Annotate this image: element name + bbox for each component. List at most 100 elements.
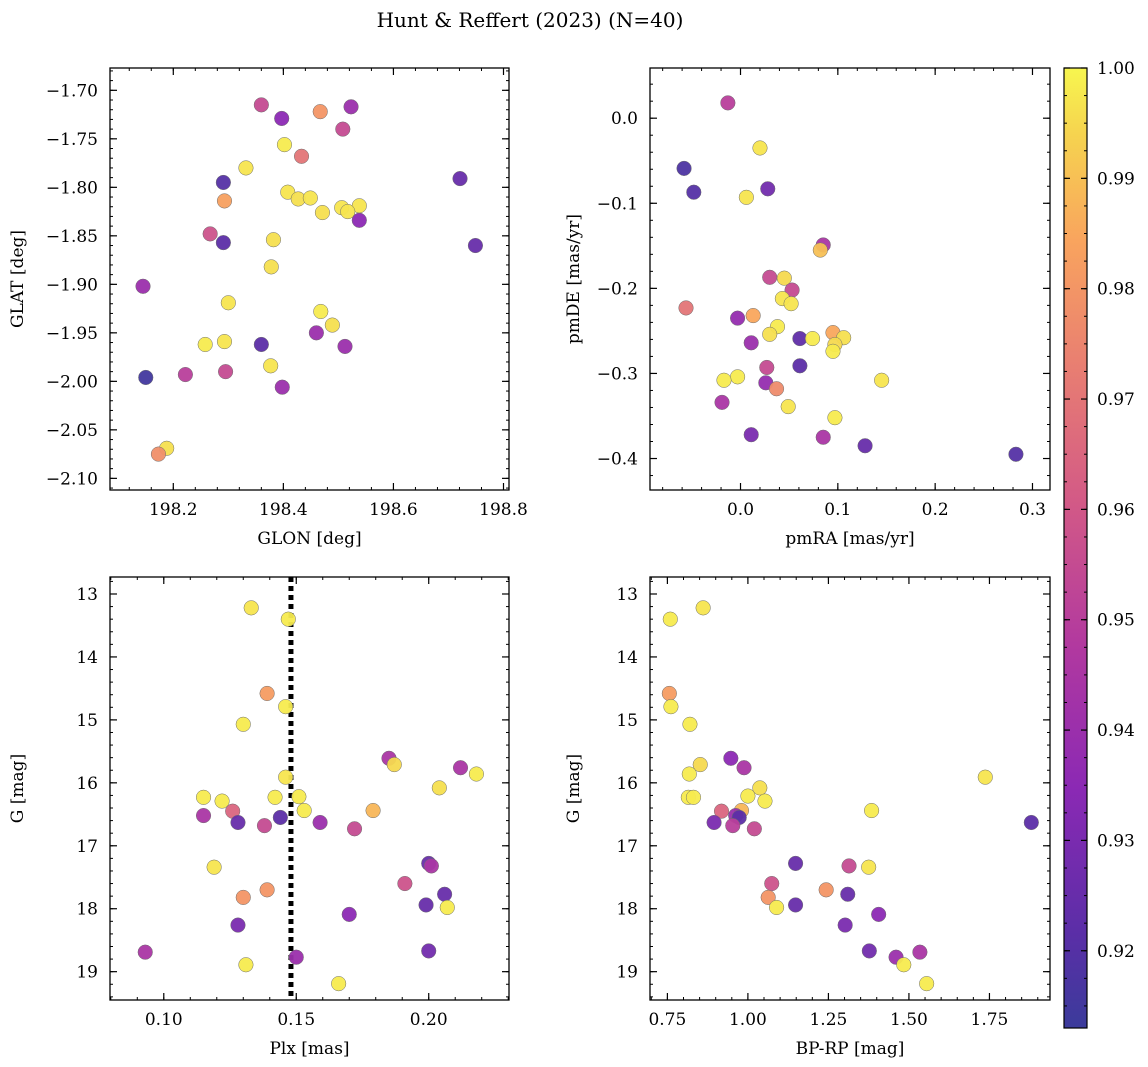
scatter-point	[214, 793, 230, 809]
scatter-point	[452, 171, 468, 187]
x-axis-label: pmRA [mas/yr]	[785, 529, 914, 549]
scatter-point	[235, 889, 251, 905]
y-tick-label: −0.4	[597, 450, 638, 470]
scatter-point	[256, 818, 273, 834]
scatter-point	[218, 364, 234, 380]
scatter-point	[840, 886, 856, 902]
colorbar-tick-label: 0.97	[1097, 390, 1135, 410]
scatter-point	[769, 899, 785, 916]
x-tick-label: 198.6	[369, 500, 418, 520]
scatter-point	[874, 372, 890, 388]
scatter-point	[312, 104, 328, 120]
scatter-point	[864, 802, 880, 819]
scatter-point	[331, 976, 347, 992]
scatter-point	[676, 160, 692, 176]
scatter-point	[267, 789, 283, 805]
scatter-point	[663, 699, 679, 715]
x-tick-label: 0.75	[648, 1010, 686, 1030]
scatter-point	[827, 410, 843, 426]
scatter-point	[759, 359, 775, 376]
x-axis-label: Plx [mas]	[269, 1039, 349, 1059]
scatter-point	[1008, 446, 1024, 462]
scatter-point	[837, 917, 853, 933]
y-tick-label: 18	[76, 900, 98, 920]
scatter-point	[919, 976, 935, 992]
scatter-point	[812, 242, 828, 258]
scatter-point	[804, 331, 821, 347]
scatter-point	[720, 95, 736, 111]
scatter-point	[841, 858, 857, 874]
colorbar-tick-label: 0.94	[1097, 721, 1135, 741]
y-axis-label: pmDE [mas/yr]	[564, 214, 584, 344]
x-tick-label: 0.15	[277, 1010, 315, 1030]
scatter-point	[276, 137, 293, 153]
y-tick-label: 17	[616, 837, 638, 857]
scatter-point	[745, 308, 761, 324]
scatter-point	[738, 189, 754, 205]
scatter-point	[312, 814, 328, 831]
scatter-panel-4: 0.75 1.00 1.25 1.50 1.75 13 14 15 16 17 18 19 BP-RP …	[564, 576, 1051, 1059]
scatter-point	[764, 875, 780, 892]
figure-title: Hunt & Reffert (2023) (N=40)	[377, 8, 684, 32]
scatter-point	[343, 99, 359, 115]
scatter-point	[788, 897, 804, 913]
scatter-point	[783, 296, 799, 312]
y-tick-label: −0.2	[597, 279, 638, 299]
scatter-point	[195, 808, 212, 824]
scatter-point	[437, 886, 453, 902]
scatter-point	[861, 859, 877, 875]
x-axis-label: BP-RP [mag]	[796, 1039, 905, 1059]
y-tick-label: 15	[616, 711, 638, 731]
x-tick-label: 1.00	[729, 1010, 767, 1030]
scatter-point	[662, 611, 678, 627]
scatter-point	[468, 766, 484, 782]
scatter-point	[135, 278, 151, 294]
x-tick-label: 1.25	[809, 1010, 847, 1030]
scatter-point	[341, 906, 357, 922]
scatter-point	[762, 326, 778, 342]
y-tick-label: −1.95	[46, 324, 98, 344]
scatter-point	[743, 335, 759, 351]
scatter-point	[815, 429, 831, 445]
y-tick-label: 19	[76, 963, 98, 983]
scatter-point	[274, 110, 290, 126]
scatter-panel-1: 198.2 198.4 198.6 198.8 −1.70 −1.75 −1.80 −1.85…	[8, 67, 528, 549]
scatter-point	[314, 204, 330, 221]
y-tick-label: 17	[76, 837, 98, 857]
colorbar-tick-label: 0.93	[1097, 831, 1135, 851]
scatter-point	[792, 358, 808, 374]
scatter-point	[776, 270, 792, 286]
scatter-point	[324, 317, 340, 333]
y-tick-label: 13	[76, 585, 98, 605]
scatter-point	[740, 788, 756, 804]
scatter-point	[752, 140, 768, 156]
y-tick-label: 0.0	[611, 109, 638, 129]
colorbar-tick-label: 0.92	[1097, 942, 1135, 962]
y-tick-label: 15	[76, 711, 98, 731]
scatter-point	[730, 310, 746, 326]
scatter-point	[253, 336, 269, 353]
x-tick-label: 0.20	[410, 1010, 448, 1030]
x-tick-label: 0.3	[1019, 500, 1046, 520]
colorbar-tick-label: 0.98	[1097, 280, 1135, 300]
scatter-point	[308, 325, 324, 341]
y-tick-label: 13	[616, 585, 638, 605]
scatter-point	[220, 295, 236, 311]
x-tick-label: 0.1	[824, 500, 851, 520]
x-tick-label: 198.8	[479, 500, 528, 520]
scatter-point	[288, 949, 304, 965]
scatter-point	[431, 780, 447, 796]
scatter-point	[713, 803, 730, 819]
scatter-point	[397, 875, 413, 892]
scatter-point	[743, 427, 759, 443]
y-tick-label: −2.00	[46, 372, 98, 392]
scatter-point	[896, 957, 912, 973]
scatter-point	[386, 757, 402, 773]
scatter-point	[825, 343, 841, 359]
scatter-point	[263, 259, 279, 275]
scatter-point	[291, 789, 307, 805]
y-tick-label: −0.1	[597, 194, 638, 214]
scatter-point	[365, 802, 381, 819]
scatter-point	[818, 882, 834, 898]
colorbar-tick-label: 0.96	[1097, 500, 1135, 520]
